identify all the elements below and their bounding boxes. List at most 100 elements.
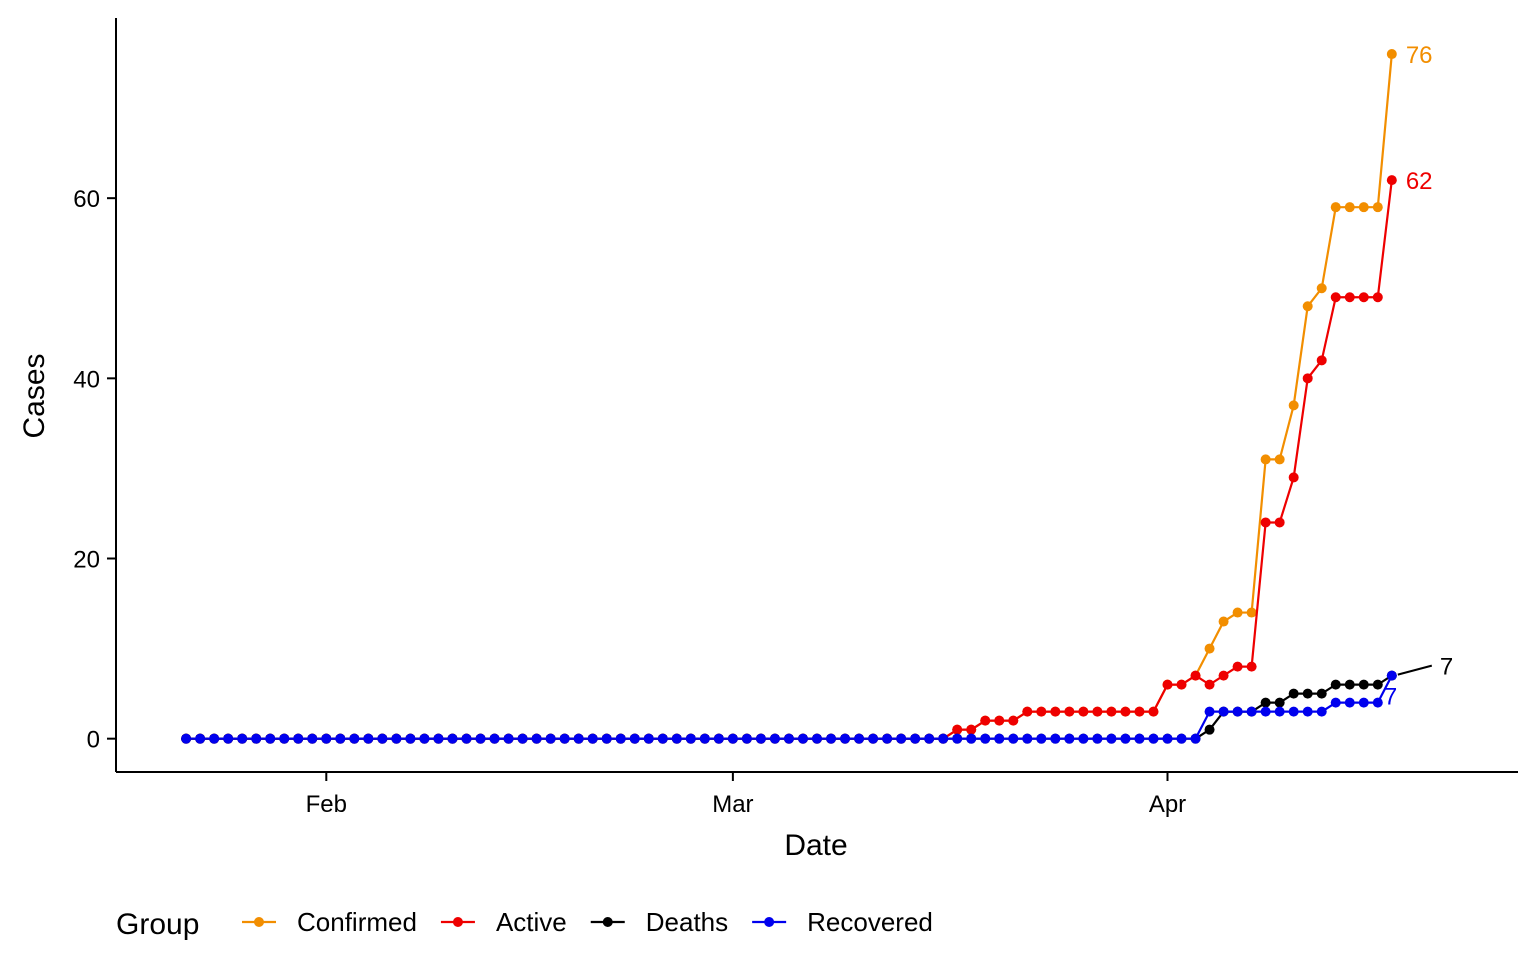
series-line-active bbox=[186, 180, 1393, 740]
data-point bbox=[1218, 616, 1229, 627]
data-point bbox=[1176, 679, 1187, 690]
data-point bbox=[1050, 733, 1061, 744]
data-point bbox=[882, 733, 893, 744]
data-point bbox=[938, 733, 949, 744]
data-point bbox=[1302, 373, 1313, 384]
data-point bbox=[755, 733, 766, 744]
data-point bbox=[279, 733, 290, 744]
data-point bbox=[1386, 670, 1397, 681]
data-point bbox=[1330, 202, 1341, 213]
legend-key-point bbox=[602, 917, 613, 927]
data-point bbox=[503, 733, 514, 744]
data-point bbox=[447, 733, 458, 744]
x-tick-label: Apr bbox=[1149, 791, 1186, 818]
data-point bbox=[433, 733, 444, 744]
data-point bbox=[980, 733, 991, 744]
data-point bbox=[1344, 292, 1355, 303]
y-axis-ticks: 0 20 40 60 bbox=[73, 186, 116, 754]
data-point bbox=[573, 733, 584, 744]
data-point bbox=[349, 733, 360, 744]
data-point bbox=[1260, 517, 1271, 528]
data-point bbox=[209, 733, 220, 744]
data-point bbox=[812, 733, 822, 744]
data-point bbox=[685, 733, 696, 744]
data-point bbox=[657, 733, 668, 744]
data-point bbox=[1260, 706, 1271, 717]
data-point bbox=[868, 733, 879, 744]
data-point bbox=[769, 733, 780, 744]
legend-items: Confirmed Active Deaths Recovered bbox=[242, 907, 933, 937]
data-point bbox=[181, 733, 192, 744]
data-point bbox=[559, 733, 570, 744]
data-point bbox=[854, 733, 865, 744]
data-point bbox=[966, 733, 977, 744]
data-point bbox=[1092, 706, 1103, 717]
data-point bbox=[1246, 706, 1257, 717]
data-point bbox=[699, 733, 710, 744]
y-tick-label: 40 bbox=[73, 366, 100, 393]
data-point bbox=[1260, 697, 1271, 708]
data-point bbox=[1288, 706, 1299, 717]
data-point bbox=[1316, 355, 1327, 366]
data-point bbox=[671, 733, 682, 744]
end-label-confirmed: 76 bbox=[1406, 42, 1433, 69]
data-point bbox=[1106, 706, 1117, 717]
data-point bbox=[1330, 697, 1341, 708]
legend-item-active: Active bbox=[440, 907, 567, 937]
data-point bbox=[1190, 733, 1201, 744]
legend-key-point bbox=[764, 917, 775, 927]
data-point bbox=[1134, 706, 1145, 717]
end-label-recovered: 7 bbox=[1384, 684, 1397, 711]
y-axis-title: Cases bbox=[18, 353, 51, 438]
data-point bbox=[1274, 706, 1285, 717]
x-axis-title: Date bbox=[784, 829, 847, 862]
end-label-active: 62 bbox=[1406, 168, 1433, 195]
data-point bbox=[489, 733, 500, 744]
data-point bbox=[461, 733, 472, 744]
data-point bbox=[1036, 706, 1047, 717]
data-point bbox=[1106, 733, 1117, 744]
end-label-deaths: 7 bbox=[1440, 654, 1453, 681]
data-point bbox=[713, 733, 724, 744]
data-point bbox=[1344, 697, 1355, 708]
data-point bbox=[1204, 643, 1215, 654]
data-point bbox=[1218, 670, 1229, 681]
data-point bbox=[1330, 292, 1341, 303]
data-point bbox=[1246, 661, 1257, 672]
legend-label: Deaths bbox=[646, 907, 728, 937]
data-point bbox=[1036, 733, 1047, 744]
data-point bbox=[1302, 706, 1313, 717]
data-point bbox=[1330, 679, 1341, 690]
data-point bbox=[1358, 292, 1369, 303]
data-point bbox=[615, 733, 626, 744]
series-active bbox=[181, 175, 1397, 744]
data-point bbox=[1288, 688, 1299, 699]
data-point bbox=[924, 733, 935, 744]
data-point bbox=[1204, 706, 1215, 717]
data-point bbox=[1022, 733, 1033, 744]
data-point bbox=[966, 724, 977, 735]
legend: Group Confirmed Active Deaths Recovered bbox=[116, 907, 933, 941]
data-point bbox=[1148, 706, 1159, 717]
end-label-leader bbox=[1397, 664, 1433, 676]
data-point bbox=[1218, 706, 1229, 717]
data-point bbox=[363, 733, 374, 744]
data-point bbox=[1162, 733, 1173, 744]
data-point bbox=[1372, 202, 1383, 213]
axes bbox=[115, 18, 1518, 773]
data-point bbox=[952, 733, 963, 744]
data-point bbox=[1120, 706, 1131, 717]
data-point bbox=[223, 733, 234, 744]
data-point bbox=[1302, 688, 1313, 699]
legend-label: Recovered bbox=[807, 907, 933, 937]
legend-key-point bbox=[254, 917, 264, 927]
data-point bbox=[783, 733, 794, 744]
data-point bbox=[1050, 706, 1061, 717]
data-point bbox=[265, 733, 276, 744]
data-point bbox=[1204, 724, 1215, 735]
end-labels: 76 62 7 7 bbox=[1384, 42, 1453, 711]
data-point bbox=[517, 733, 528, 744]
data-point bbox=[531, 733, 542, 744]
data-point bbox=[1022, 706, 1033, 717]
